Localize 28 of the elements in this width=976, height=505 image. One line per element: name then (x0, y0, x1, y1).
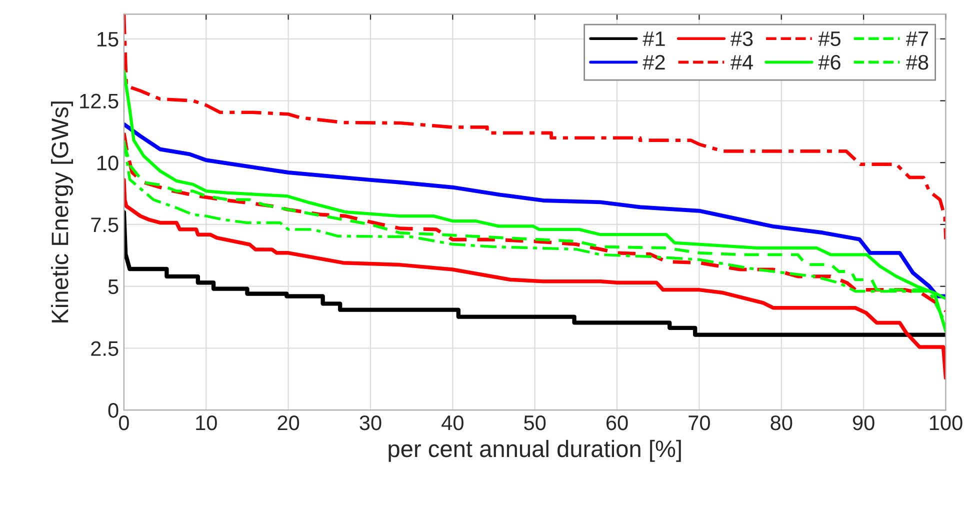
x-tick-label: 80 (770, 415, 792, 430)
y-tick-label: 12.5 (80, 94, 118, 108)
x-tick-label: 60 (606, 415, 628, 430)
x-tick-label: 50 (524, 415, 546, 430)
y-axis-title: Kinetic Energy [GWs] (50, 102, 73, 322)
x-tick-label: 100 (930, 415, 962, 430)
x-tick-label: 30 (360, 415, 382, 430)
legend-label: #7 (906, 32, 928, 46)
legend-label: #5 (818, 32, 840, 46)
legend-label: #2 (642, 54, 665, 70)
legend-label: #4 (730, 55, 753, 70)
y-tick-label: 5 (108, 280, 118, 294)
x-tick-label: 90 (852, 415, 874, 430)
x-tick-label: 70 (688, 415, 710, 430)
legend-label: #3 (730, 31, 753, 46)
y-tick-label: 10 (98, 156, 118, 170)
x-tick-label: 10 (196, 415, 217, 430)
y-tick-label: 2.5 (91, 341, 118, 356)
y-tick-label: 0 (108, 403, 118, 418)
legend-label: #8 (906, 54, 928, 70)
x-tick-label: 0 (118, 415, 129, 430)
x-axis-title: per cent annual duration [%] (388, 440, 681, 462)
legend-label: #1 (642, 32, 665, 46)
y-tick-label: 7.5 (91, 218, 118, 232)
x-tick-label: 20 (278, 415, 300, 430)
y-tick-label: 15 (98, 32, 118, 47)
x-tick-label: 40 (442, 415, 464, 430)
legend-label: #6 (818, 54, 840, 70)
